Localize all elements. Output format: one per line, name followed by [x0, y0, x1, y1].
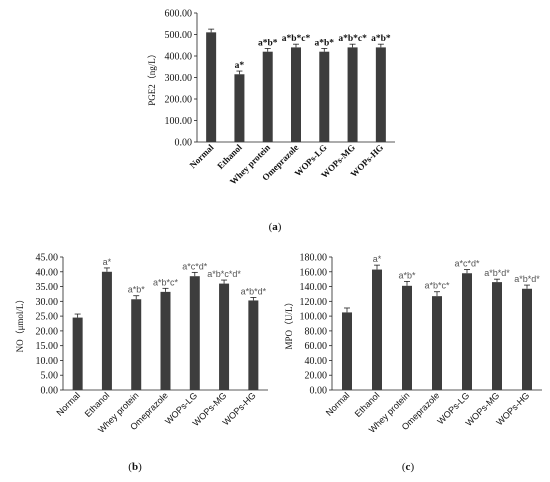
- y-tick-label: 10.00: [36, 356, 59, 367]
- significance-label: a*b*c*: [424, 281, 450, 291]
- y-tick-label: 25.00: [36, 312, 59, 323]
- significance-label: a*b*c*: [338, 34, 367, 44]
- y-tick-label: 15.00: [36, 341, 59, 352]
- y-tick-label: 40.00: [36, 267, 59, 278]
- y-tick-label: 120.00: [300, 297, 328, 308]
- significance-label: a*: [373, 254, 382, 264]
- bar: [462, 273, 472, 390]
- significance-label: a*b*: [371, 34, 391, 44]
- x-tick-label: Ethanol: [83, 390, 112, 419]
- y-tick-label: 500.00: [165, 30, 193, 41]
- bar: [522, 288, 532, 390]
- y-tick-label: 45.00: [36, 253, 59, 264]
- bar: [189, 276, 200, 390]
- bar: [432, 296, 442, 390]
- significance-label: a*b*c*: [282, 34, 311, 44]
- significance-label: a*c*d*: [454, 259, 480, 269]
- significance-label: a*b*d*: [484, 268, 510, 278]
- significance-label: a*b*c*: [153, 277, 179, 287]
- x-tick-label: Normal: [54, 390, 82, 418]
- y-tick-label: 180.00: [300, 253, 328, 264]
- y-tick-label: 35.00: [36, 282, 59, 293]
- chart-panel-1: 0.00 100.00 200.00 300.00 400.00 500.00 600.00…: [147, 9, 395, 233]
- significance-label: a*b*: [128, 285, 146, 295]
- bar: [219, 283, 230, 390]
- x-tick-label: Ethanol: [353, 390, 382, 419]
- significance-label: a*b*c*d*: [207, 269, 241, 279]
- y-tick-label: 0.00: [41, 386, 59, 397]
- y-axis-title: MPO（U/L）: [284, 297, 294, 349]
- bar: [375, 47, 386, 142]
- significance-label: a*b*d*: [514, 274, 540, 284]
- y-tick-label: 600.00: [165, 9, 193, 20]
- y-tick-label: 200.00: [165, 95, 193, 106]
- y-tick-label: 30.00: [36, 297, 59, 308]
- y-tick-label: 400.00: [165, 52, 193, 63]
- y-tick-label: 20.00: [305, 371, 328, 382]
- significance-label: a*b*: [315, 38, 335, 48]
- significance-label: a*b*: [398, 270, 416, 280]
- y-tick-label: 60.00: [305, 341, 328, 352]
- significance-label: a*b*d*: [241, 286, 267, 296]
- y-axis-title: NO（μmol/L）: [15, 295, 25, 353]
- y-tick-label: 40.00: [305, 356, 328, 367]
- significance-label: a*b*: [258, 38, 278, 48]
- bar: [319, 51, 330, 143]
- y-tick-label: 160.00: [300, 267, 328, 278]
- y-axis-title: PGE2（ng/L）: [147, 49, 157, 106]
- y-tick-label: 100.00: [165, 116, 193, 127]
- bar: [160, 291, 171, 390]
- panel-caption: (c): [402, 461, 415, 473]
- bar: [101, 271, 112, 390]
- y-tick-label: 0.00: [310, 386, 328, 397]
- bar: [372, 269, 382, 390]
- bar: [206, 32, 217, 142]
- bar: [492, 282, 502, 390]
- bar: [234, 74, 245, 142]
- panel-caption: (a): [269, 221, 282, 233]
- bar: [291, 47, 301, 142]
- chart-panel-2: 0.00 5.00 10.00 15.00 20.00 25.00 30.00 35.00 40…: [15, 253, 268, 473]
- bar: [248, 300, 259, 390]
- significance-label: a*c*d*: [182, 261, 208, 271]
- significance-label: a*: [103, 257, 112, 267]
- bar: [347, 47, 358, 142]
- bar: [131, 299, 142, 390]
- y-tick-label: 80.00: [305, 326, 328, 337]
- bar: [402, 285, 412, 390]
- bar: [72, 317, 83, 390]
- chart-panel-3: 0.00 20.00 40.00 60.00 80.00 100.00 120.00 140.…: [284, 253, 542, 473]
- bar: [262, 51, 273, 143]
- y-tick-label: 0.00: [175, 138, 193, 149]
- y-tick-label: 100.00: [300, 312, 328, 323]
- y-tick-label: 140.00: [300, 282, 328, 293]
- panel-caption: (b): [128, 461, 142, 473]
- significance-label: a*: [235, 61, 245, 71]
- x-tick-label: Normal: [324, 390, 352, 418]
- y-tick-label: 300.00: [165, 73, 193, 84]
- y-tick-label: 5.00: [41, 371, 59, 382]
- y-tick-label: 20.00: [36, 326, 59, 337]
- bar: [342, 312, 352, 390]
